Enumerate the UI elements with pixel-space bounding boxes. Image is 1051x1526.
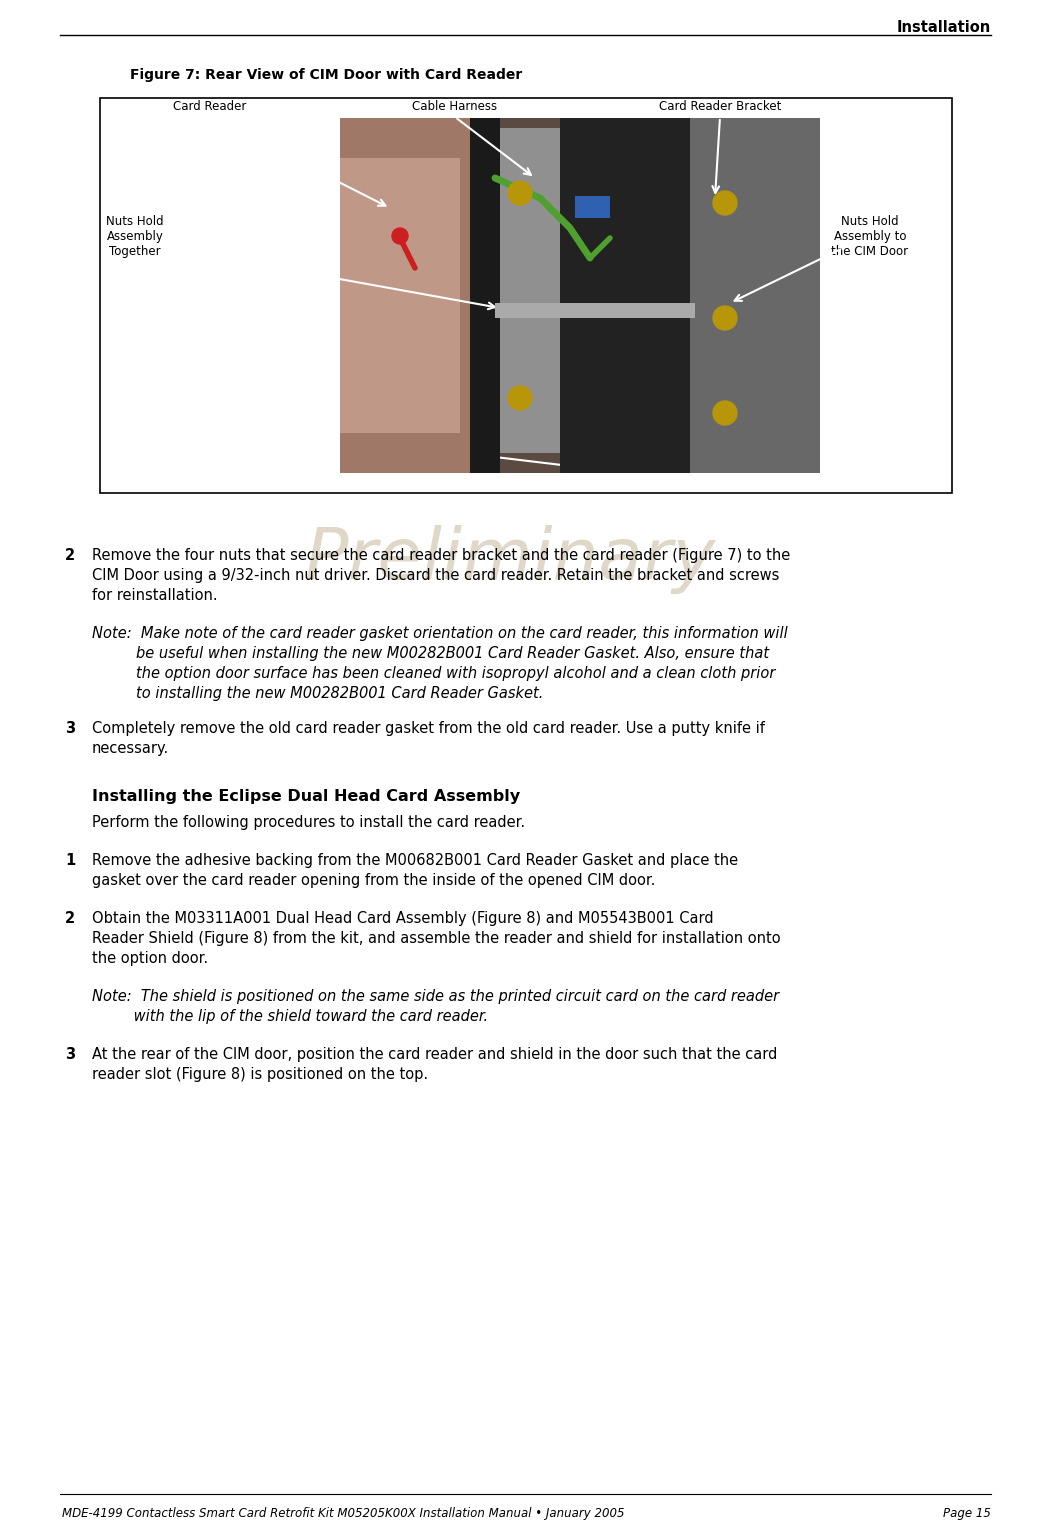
Text: Perform the following procedures to install the card reader.: Perform the following procedures to inst… xyxy=(92,815,526,830)
Text: CIM Door using a 9/32-inch nut driver. Discard the card reader. Retain the brack: CIM Door using a 9/32-inch nut driver. D… xyxy=(92,568,780,583)
Text: Note:  The shield is positioned on the same side as the printed circuit card on : Note: The shield is positioned on the sa… xyxy=(92,989,779,1004)
Bar xyxy=(341,118,820,473)
Text: Obtain the M03311A001 Dual Head Card Assembly (Figure 8) and M05543B001 Card: Obtain the M03311A001 Dual Head Card Ass… xyxy=(92,911,714,926)
Bar xyxy=(470,118,500,473)
Text: to installing the new M00282B001 Card Reader Gasket.: to installing the new M00282B001 Card Re… xyxy=(136,687,543,700)
Text: Installing the Eclipse Dual Head Card Assembly: Installing the Eclipse Dual Head Card As… xyxy=(92,789,520,804)
Text: be useful when installing the new M00282B001 Card Reader Gasket. Also, ensure th: be useful when installing the new M00282… xyxy=(136,645,769,661)
Bar xyxy=(341,118,470,473)
Text: Remove the adhesive backing from the M00682B001 Card Reader Gasket and place the: Remove the adhesive backing from the M00… xyxy=(92,853,738,868)
Text: the option door.: the option door. xyxy=(92,951,208,966)
Circle shape xyxy=(713,307,737,330)
Text: Figure 7: Rear View of CIM Door with Card Reader: Figure 7: Rear View of CIM Door with Car… xyxy=(130,69,522,82)
Text: 2: 2 xyxy=(65,911,75,926)
Bar xyxy=(575,195,610,218)
Text: the option door surface has been cleaned with isopropyl alcohol and a clean clot: the option door surface has been cleaned… xyxy=(136,665,776,681)
Text: Note:  Make note of the card reader gasket orientation on the card reader, this : Note: Make note of the card reader gaske… xyxy=(92,626,788,641)
Text: Card Reader: Card Reader xyxy=(173,101,247,113)
Bar xyxy=(100,98,952,493)
Text: MDE-4199 Contactless Smart Card Retrofit Kit M05205K00X Installation Manual • Ja: MDE-4199 Contactless Smart Card Retrofit… xyxy=(62,1508,624,1520)
Bar xyxy=(500,128,560,453)
Text: for reinstallation.: for reinstallation. xyxy=(92,588,218,603)
Text: Installation: Installation xyxy=(897,20,991,35)
Circle shape xyxy=(508,182,532,204)
Text: Reader Shield (Figure 8) from the kit, and assemble the reader and shield for in: Reader Shield (Figure 8) from the kit, a… xyxy=(92,931,781,946)
Text: necessary.: necessary. xyxy=(92,742,169,755)
Text: At the rear of the CIM door, position the card reader and shield in the door suc: At the rear of the CIM door, position th… xyxy=(92,1047,778,1062)
Circle shape xyxy=(392,227,408,244)
Text: Preliminary: Preliminary xyxy=(305,525,716,595)
Text: Page 15: Page 15 xyxy=(943,1508,991,1520)
Text: Cable Harness: Cable Harness xyxy=(412,101,497,113)
Bar xyxy=(341,159,460,433)
Text: Nuts Hold
Assembly
Together: Nuts Hold Assembly Together xyxy=(106,215,164,258)
Text: Remove the four nuts that secure the card reader bracket and the card reader (Fi: Remove the four nuts that secure the car… xyxy=(92,548,790,563)
Text: 3: 3 xyxy=(65,720,75,736)
Circle shape xyxy=(713,191,737,215)
Text: reader slot (Figure 8) is positioned on the top.: reader slot (Figure 8) is positioned on … xyxy=(92,1067,428,1082)
Bar xyxy=(691,118,820,473)
Text: gasket over the card reader opening from the inside of the opened CIM door.: gasket over the card reader opening from… xyxy=(92,873,656,888)
Text: 2: 2 xyxy=(65,548,75,563)
Bar xyxy=(560,118,691,473)
Bar xyxy=(495,304,695,317)
Circle shape xyxy=(713,401,737,426)
Text: 1: 1 xyxy=(65,853,76,868)
Circle shape xyxy=(508,386,532,410)
Text: Card Reader Bracket: Card Reader Bracket xyxy=(659,101,781,113)
Text: with the lip of the shield toward the card reader.: with the lip of the shield toward the ca… xyxy=(92,1009,488,1024)
Text: Nuts Hold
Assembly to
the CIM Door: Nuts Hold Assembly to the CIM Door xyxy=(831,215,908,258)
Text: Completely remove the old card reader gasket from the old card reader. Use a put: Completely remove the old card reader ga… xyxy=(92,720,765,736)
Text: 3: 3 xyxy=(65,1047,75,1062)
